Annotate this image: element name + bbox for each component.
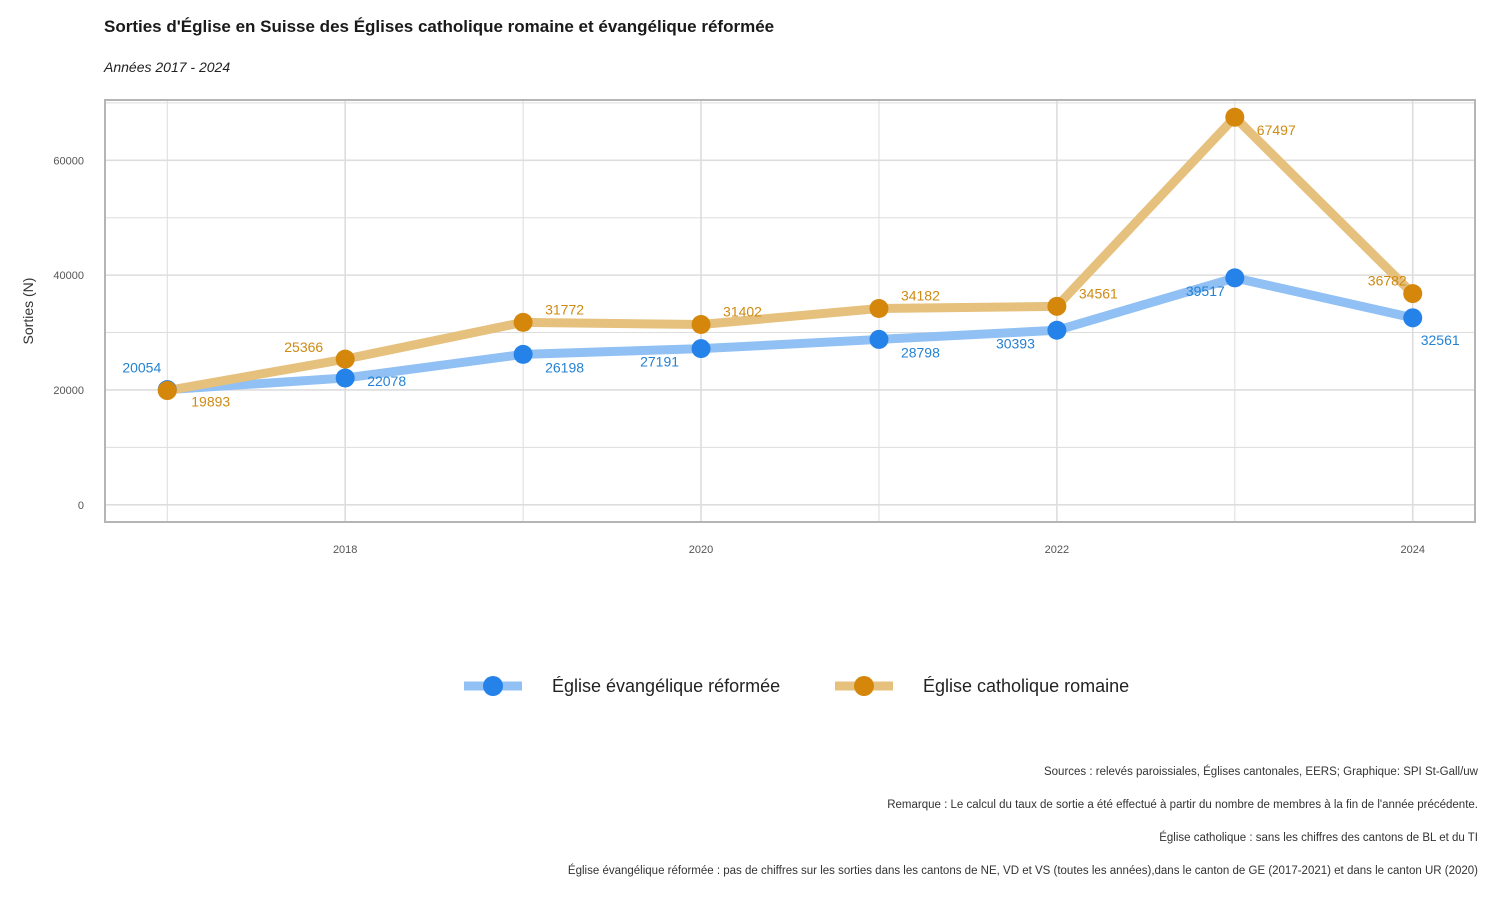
axis-ticks: 0 20000 40000 60000 2018 2020 2022 2024 <box>53 155 1425 556</box>
data-point-reformed <box>869 329 889 349</box>
data-point-catholic <box>335 349 355 369</box>
legend-label-reformed: Église évangélique réformée <box>552 675 781 696</box>
data-series <box>157 107 1423 401</box>
legend-item-catholic: Église catholique romaine <box>835 668 1129 704</box>
data-point-reformed <box>691 339 711 359</box>
y-axis-label: Sorties (N) <box>20 278 36 345</box>
footnotes: Sources : relevés paroissiales, Églises … <box>568 764 1478 896</box>
data-label-catholic: 25366 <box>284 339 323 355</box>
data-point-reformed <box>1225 268 1245 288</box>
chart-subtitle: Années 2017 - 2024 <box>104 59 231 75</box>
legend-item-reformed: Église évangélique réformée <box>464 668 780 704</box>
grid-lines <box>105 100 1475 522</box>
plot-frame <box>104 99 1476 523</box>
data-label-reformed: 20054 <box>122 360 161 376</box>
footnote-remark: Remarque : Le calcul du taux de sortie a… <box>887 799 1478 811</box>
x-tick-label: 2020 <box>689 544 713 556</box>
legend-label-catholic: Église catholique romaine <box>923 675 1130 696</box>
data-label-reformed: 30393 <box>996 335 1035 351</box>
data-point-catholic <box>157 381 177 401</box>
data-label-catholic: 36782 <box>1368 273 1407 289</box>
data-point-reformed <box>1403 308 1423 328</box>
data-label-reformed: 32561 <box>1421 332 1460 348</box>
data-label-reformed: 28798 <box>901 344 940 360</box>
y-tick-label: 60000 <box>53 155 84 167</box>
legend-key-catholic <box>835 676 893 696</box>
y-tick-label: 20000 <box>53 385 84 397</box>
data-labels: 20054 22078 26198 27191 28798 30393 39517 32561… <box>122 122 1460 409</box>
legend: Église évangélique réformée Église catho… <box>0 668 1500 704</box>
data-point-catholic <box>869 299 889 319</box>
data-label-catholic: 31402 <box>723 303 762 319</box>
data-label-catholic: 67497 <box>1257 122 1296 138</box>
x-tick-label: 2018 <box>333 544 357 556</box>
data-point-catholic <box>513 312 533 332</box>
data-point-catholic <box>691 314 711 334</box>
chart-title: Sorties d'Église en Suisse des Églises c… <box>104 17 775 36</box>
x-tick-label: 2022 <box>1045 544 1069 556</box>
data-point-catholic <box>1403 284 1423 304</box>
series-line-reformed <box>162 273 1418 395</box>
data-label-reformed: 26198 <box>545 359 584 375</box>
data-point-reformed <box>1047 320 1067 340</box>
line-chart: 0 20000 40000 60000 2018 2020 2022 2024 Sorties… <box>20 99 1476 556</box>
footnote-catholic: Église catholique : sans les chiffres de… <box>1159 832 1478 844</box>
legend-key-reformed <box>464 676 522 696</box>
data-point-catholic <box>1047 296 1067 316</box>
data-label-reformed: 22078 <box>367 373 406 389</box>
data-point-reformed <box>513 344 533 364</box>
data-label-catholic: 34182 <box>901 288 940 304</box>
data-point-reformed <box>335 368 355 388</box>
data-label-catholic: 34561 <box>1079 285 1118 301</box>
series-line-catholic <box>162 112 1418 396</box>
data-point-catholic <box>1225 107 1245 127</box>
x-tick-label: 2024 <box>1400 544 1424 556</box>
data-label-catholic: 19893 <box>191 394 230 410</box>
footnote-sources: Sources : relevés paroissiales, Églises … <box>1043 766 1478 778</box>
data-label-reformed: 39517 <box>1186 283 1225 299</box>
footnote-reformed: Église évangélique réformée : pas de chi… <box>567 865 1478 877</box>
y-tick-label: 40000 <box>53 270 84 282</box>
data-label-reformed: 27191 <box>640 354 679 370</box>
data-label-catholic: 31772 <box>545 301 584 317</box>
y-tick-label: 0 <box>78 500 84 512</box>
